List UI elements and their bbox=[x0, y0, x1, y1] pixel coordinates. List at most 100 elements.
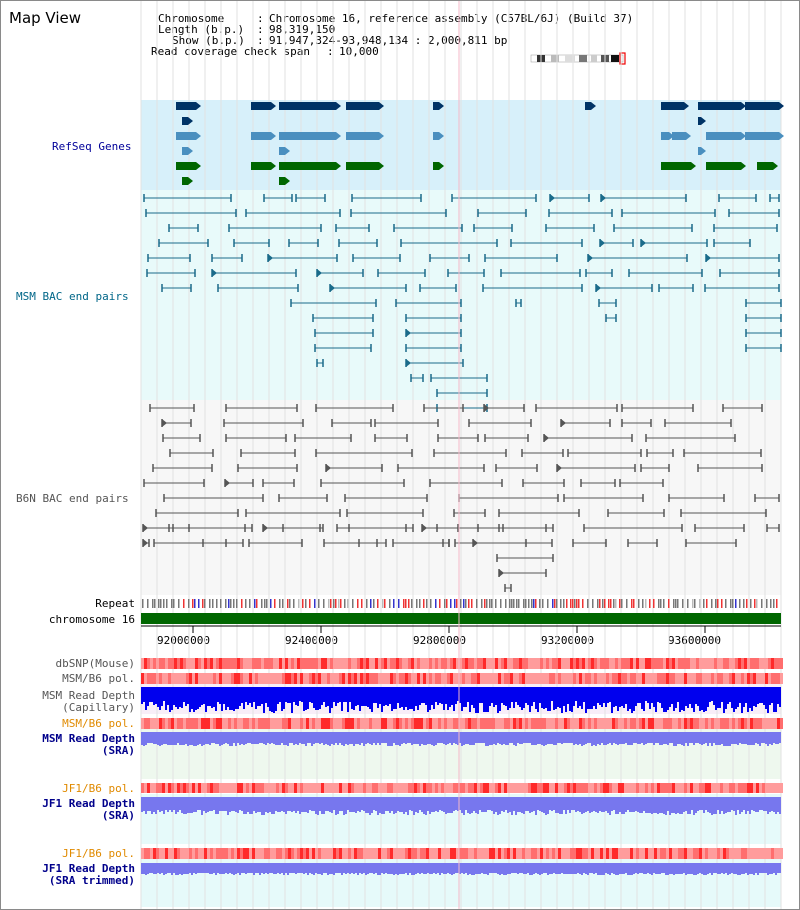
heat-cell bbox=[459, 718, 462, 729]
depth-bar bbox=[655, 687, 657, 712]
heat-cell bbox=[780, 673, 783, 684]
depth-bar bbox=[687, 687, 689, 708]
heat-cell bbox=[516, 658, 519, 669]
heat-cell bbox=[336, 673, 339, 684]
track-label-refseq[interactable]: RefSeq Genes bbox=[52, 140, 132, 153]
repeat-element bbox=[287, 599, 289, 608]
depth-bar bbox=[241, 687, 243, 703]
track-label-msm-depth-sra[interactable]: MSM Read Depth bbox=[42, 732, 135, 745]
depth-bar bbox=[265, 863, 267, 873]
depth-bar bbox=[727, 797, 729, 812]
heat-cell bbox=[345, 848, 348, 859]
track-label-jf1-b6-pol-2[interactable]: JF1/B6 pol. bbox=[62, 847, 135, 860]
depth-bar bbox=[751, 863, 753, 874]
depth-bar bbox=[669, 732, 671, 743]
depth-bar bbox=[273, 863, 275, 874]
track-label-b6n-bac[interactable]: B6N BAC end pairs bbox=[16, 492, 129, 505]
heat-cell bbox=[381, 673, 384, 684]
depth-bar bbox=[343, 687, 345, 702]
heat-cell bbox=[237, 718, 240, 729]
heat-cell bbox=[702, 658, 705, 669]
depth-bar bbox=[401, 687, 403, 707]
depth-bar bbox=[575, 797, 577, 812]
heat-cell bbox=[348, 658, 351, 669]
heat-cell bbox=[603, 718, 606, 729]
depth-bar bbox=[613, 863, 615, 874]
gene-arrow bbox=[336, 162, 341, 170]
heat-cell bbox=[771, 783, 774, 793]
depth-bar bbox=[301, 797, 303, 812]
track-label-chromosome[interactable]: chromosome 16 bbox=[48, 613, 135, 626]
depth-bar bbox=[659, 797, 661, 813]
heat-cell bbox=[678, 673, 681, 684]
depth-bar bbox=[233, 732, 235, 743]
depth-bar bbox=[307, 687, 309, 709]
pair-marker bbox=[225, 479, 230, 487]
track-label-jf1-b6-pol-1[interactable]: JF1/B6 pol. bbox=[62, 782, 135, 795]
repeat-element bbox=[236, 599, 238, 608]
depth-bar bbox=[147, 687, 149, 706]
track-label-jf1-depth-sra[interactable]: JF1 Read Depth bbox=[42, 797, 135, 810]
track-label-repeat[interactable]: Repeat bbox=[95, 597, 135, 610]
track-label-msm-depth-capillary[interactable]: MSM Read Depth bbox=[42, 689, 135, 702]
heat-cell bbox=[723, 848, 726, 859]
track-label-msm-b6-pol-2[interactable]: MSM/B6 pol. bbox=[62, 717, 135, 730]
depth-bar bbox=[321, 797, 323, 814]
depth-bar bbox=[253, 687, 255, 702]
repeat-element bbox=[525, 599, 527, 608]
heat-cell bbox=[774, 673, 777, 684]
heat-cell bbox=[210, 848, 213, 859]
heat-cell bbox=[507, 673, 510, 684]
heat-cell bbox=[768, 673, 771, 684]
heat-cell bbox=[207, 718, 210, 729]
heat-cell bbox=[744, 718, 747, 729]
refseq-gene bbox=[251, 132, 276, 140]
heat-cell bbox=[354, 848, 357, 859]
depth-bar bbox=[503, 687, 505, 705]
depth-bar bbox=[407, 732, 409, 743]
depth-bar bbox=[155, 863, 157, 874]
depth-bar bbox=[141, 797, 143, 812]
depth-bar bbox=[263, 863, 265, 874]
heat-cell bbox=[240, 658, 243, 669]
chromosome-band bbox=[141, 613, 781, 624]
heat-cell bbox=[585, 848, 588, 859]
depth-bar bbox=[519, 863, 521, 873]
heat-cell bbox=[777, 658, 780, 669]
depth-bar bbox=[193, 797, 195, 812]
heat-cell bbox=[450, 658, 453, 669]
repeat-element bbox=[692, 599, 694, 608]
depth-bar bbox=[717, 797, 719, 810]
heat-cell bbox=[318, 783, 321, 793]
heat-cell bbox=[528, 658, 531, 669]
depth-bar bbox=[213, 863, 215, 873]
depth-bar bbox=[399, 863, 401, 874]
heat-cell bbox=[639, 783, 642, 793]
heat-cell bbox=[729, 658, 732, 669]
depth-bar bbox=[579, 863, 581, 874]
heat-cell bbox=[201, 783, 204, 793]
heat-cell bbox=[252, 718, 255, 729]
depth-bar bbox=[499, 863, 501, 875]
repeat-element bbox=[228, 599, 230, 608]
heat-cell bbox=[480, 658, 483, 669]
track-label-jf1-depth-trimmed[interactable]: JF1 Read Depth bbox=[42, 862, 135, 875]
track-label-dbsnp[interactable]: dbSNP(Mouse) bbox=[55, 657, 135, 670]
depth-bar bbox=[625, 732, 627, 743]
depth-bar bbox=[615, 732, 617, 744]
depth-bar bbox=[355, 687, 357, 706]
heat-cell bbox=[684, 783, 687, 793]
bac-end-pair bbox=[262, 479, 295, 487]
heat-cell bbox=[657, 658, 660, 669]
bac-end-pair bbox=[316, 269, 364, 277]
heat-cell bbox=[291, 718, 294, 729]
track-label-msm-b6-pol-1[interactable]: MSM/B6 pol. bbox=[62, 672, 135, 685]
bac-end-pair bbox=[766, 524, 780, 532]
heat-cell bbox=[444, 718, 447, 729]
heat-cell bbox=[660, 783, 663, 793]
repeat-element bbox=[198, 599, 200, 608]
track-label-msm-bac[interactable]: MSM BAC end pairs bbox=[16, 290, 129, 303]
pair-marker bbox=[706, 254, 711, 262]
depth-bar bbox=[165, 687, 167, 710]
